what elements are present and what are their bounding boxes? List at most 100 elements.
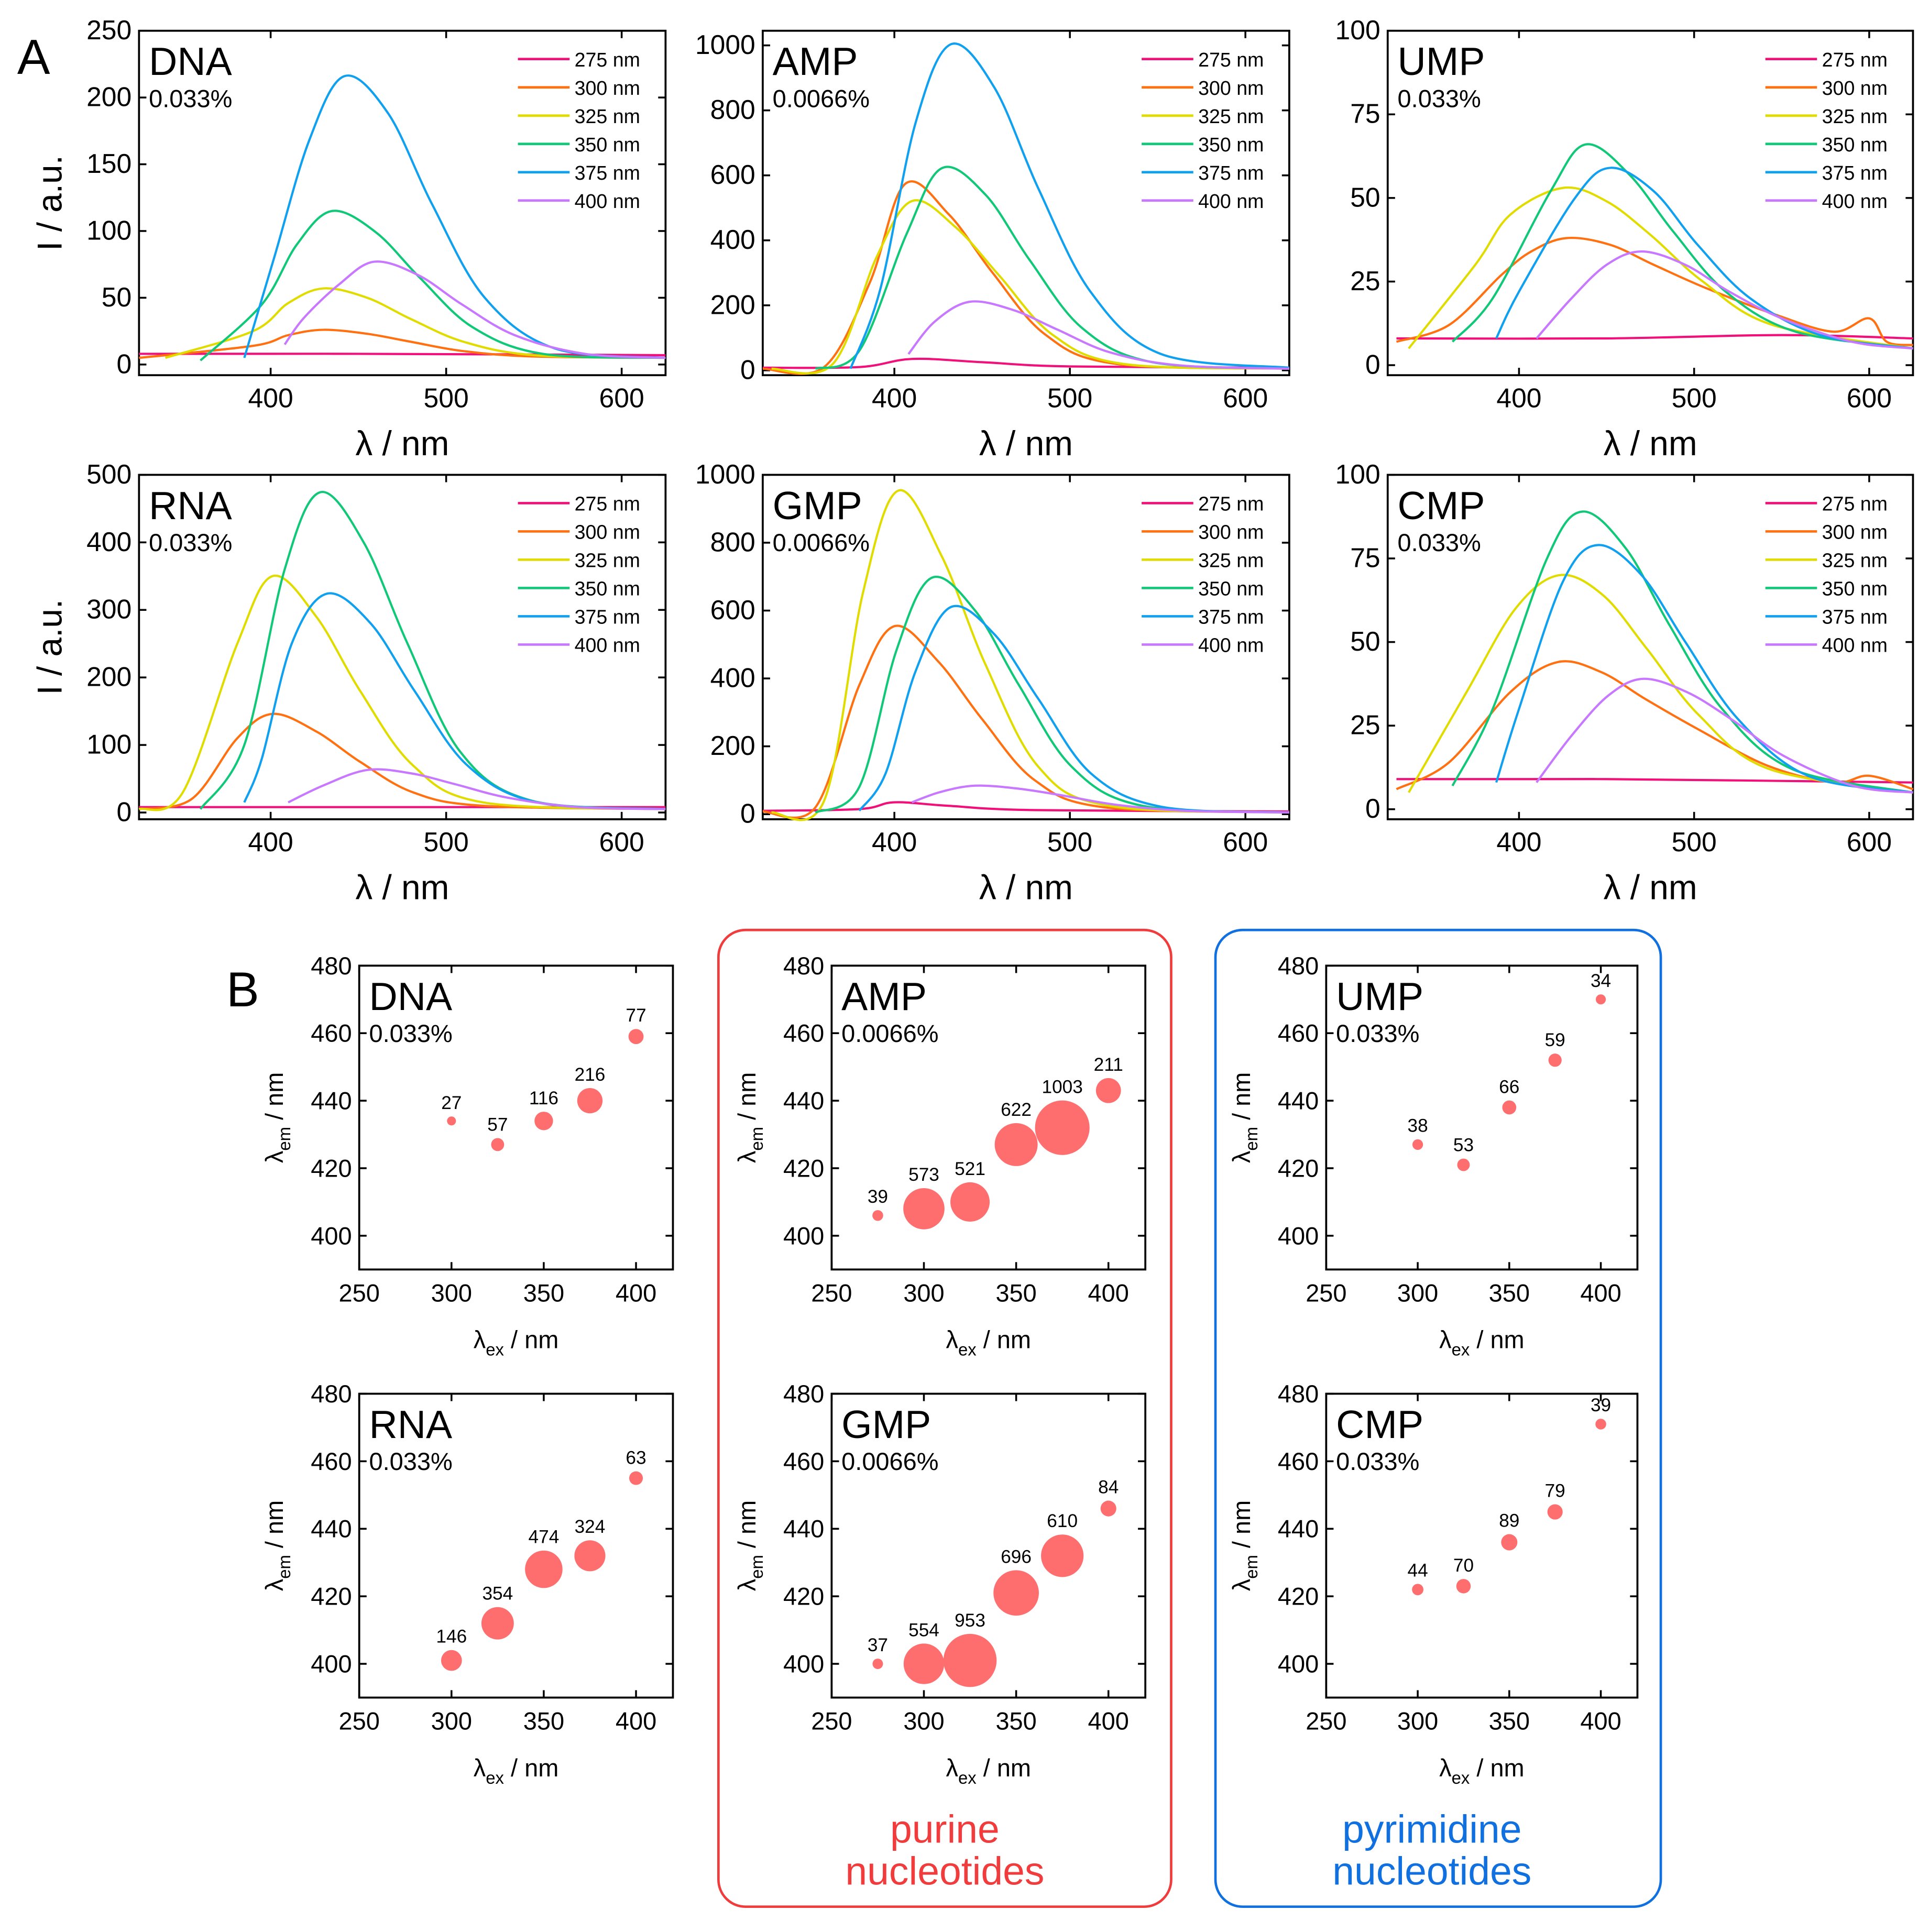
plot-frame (762, 29, 1290, 377)
bubble-point (491, 1138, 505, 1151)
plot-frame (830, 964, 1147, 1271)
bubble-point (1547, 1504, 1563, 1520)
y-tick-label: 400 (311, 1650, 352, 1678)
bubble-value-label: 70 (1453, 1555, 1474, 1576)
y-axis-label-symbol: λ (733, 1150, 761, 1163)
bubble-value-label: 610 (1047, 1511, 1078, 1531)
legend-label: 350 nm (1198, 578, 1264, 600)
x-tick-label: 400 (248, 382, 293, 413)
bubble-value-label: 53 (1453, 1135, 1474, 1156)
x-tick-label: 500 (1672, 827, 1717, 857)
x-axis-label-subscript: ex (486, 1768, 504, 1787)
x-tick-label: 500 (1672, 382, 1717, 413)
legend-label: 350 nm (1198, 134, 1264, 156)
bubble-point (1457, 1158, 1470, 1171)
x-axis-label-unit: / nm (977, 1326, 1031, 1354)
plot-frame (138, 29, 667, 377)
legend-label: 350 nm (575, 578, 640, 600)
panel-label-a: A (17, 29, 50, 84)
y-tick-label: 400 (710, 224, 755, 255)
bubble-point (1595, 1419, 1606, 1430)
x-axis-label-unit: / nm (977, 1754, 1031, 1782)
x-axis-label: λex / nm (474, 1754, 559, 1787)
panel-concentration: 0.033% (1336, 1019, 1419, 1047)
panel-concentration: 0.033% (369, 1447, 452, 1475)
bubble-point (1502, 1100, 1517, 1115)
x-tick-label: 350 (523, 1707, 564, 1735)
bubble-point (1501, 1534, 1518, 1551)
y-axis-label: λem / nm (260, 1072, 294, 1163)
x-axis-label-unit: / nm (1470, 1754, 1524, 1782)
x-tick-label: 400 (1088, 1279, 1129, 1307)
panel-title: GMP (773, 484, 862, 528)
x-axis-label-symbol: λ (946, 1754, 958, 1782)
x-tick-label: 250 (1306, 1279, 1346, 1307)
x-axis-label: λex / nm (946, 1754, 1031, 1787)
legend-label: 275 nm (1198, 49, 1264, 71)
x-tick-label: 500 (424, 382, 469, 413)
y-tick-label: 75 (1350, 98, 1380, 129)
spectrum-line-375nm (1495, 167, 1913, 350)
x-tick-label: 500 (424, 827, 469, 857)
bubble-value-label: 77 (626, 1005, 646, 1026)
legend-label: 375 nm (1822, 162, 1888, 184)
spectrum-line-325nm (138, 574, 666, 811)
x-tick-label: 400 (1580, 1279, 1621, 1307)
spectrum-line-325nm (1408, 186, 1913, 350)
x-tick-label: 300 (1397, 1279, 1438, 1307)
bubble-value-label: 211 (1094, 1055, 1123, 1075)
bubble-point (872, 1210, 883, 1221)
panel-title: CMP (1336, 1402, 1423, 1446)
y-tick-label: 0 (117, 348, 132, 379)
x-tick-label: 500 (1047, 827, 1092, 857)
spectrum-line-350nm (200, 210, 666, 361)
x-tick-label: 250 (339, 1707, 380, 1735)
panel-concentration: 0.0066% (841, 1447, 938, 1475)
legend-label: 375 nm (575, 162, 640, 184)
x-axis-label-subscript: ex (958, 1340, 977, 1359)
bubble-value-label: 57 (487, 1114, 508, 1135)
y-axis-label-symbol: λ (1227, 1578, 1255, 1591)
plot-frame (358, 964, 674, 1271)
x-axis-label: λ / nm (979, 424, 1073, 463)
x-tick-label: 400 (616, 1707, 656, 1735)
bubble-point (1548, 1053, 1562, 1067)
x-axis-label-subscript: ex (486, 1340, 504, 1359)
legend-label: 275 nm (1822, 493, 1888, 515)
y-axis-label-symbol: λ (260, 1578, 288, 1591)
purine-label-line1: purine (890, 1807, 1000, 1851)
y-tick-label: 800 (710, 94, 755, 125)
x-axis-label: λ / nm (979, 868, 1073, 907)
legend-label: 375 nm (1822, 606, 1888, 628)
x-tick-label: 400 (1496, 382, 1541, 413)
y-tick-label: 460 (311, 1447, 352, 1475)
legend-label: 350 nm (575, 134, 640, 156)
spectrum-line-375nm (1495, 544, 1913, 794)
y-tick-label: 100 (86, 215, 131, 245)
x-tick-label: 250 (811, 1707, 852, 1735)
y-axis-label-symbol: λ (260, 1150, 288, 1163)
legend-label: 325 nm (1822, 550, 1888, 572)
bubble-value-label: 1003 (1042, 1077, 1082, 1097)
y-tick-label: 480 (783, 1380, 824, 1408)
panel-concentration: 0.0066% (773, 84, 870, 112)
panel-b-gmp: 250 300 350 400400420440460480GMP0.0066%λex… (733, 1380, 1147, 1787)
y-tick-label: 480 (311, 1380, 352, 1408)
y-axis-label-unit: / nm (1227, 1500, 1255, 1555)
bubble-value-label: 622 (1001, 1100, 1032, 1120)
y-axis-label-symbol: λ (733, 1578, 761, 1591)
y-axis-label-subscript: em (275, 1127, 294, 1151)
y-tick-label: 400 (1278, 1650, 1319, 1678)
bubble-point (577, 1088, 603, 1114)
x-axis-label-subscript: ex (1452, 1768, 1470, 1787)
legend-label: 350 nm (1822, 578, 1888, 600)
bubble-value-label: 38 (1407, 1116, 1428, 1136)
x-tick-label: 400 (1580, 1707, 1621, 1735)
x-tick-label: 350 (523, 1279, 564, 1307)
panel-title: UMP (1336, 974, 1423, 1018)
